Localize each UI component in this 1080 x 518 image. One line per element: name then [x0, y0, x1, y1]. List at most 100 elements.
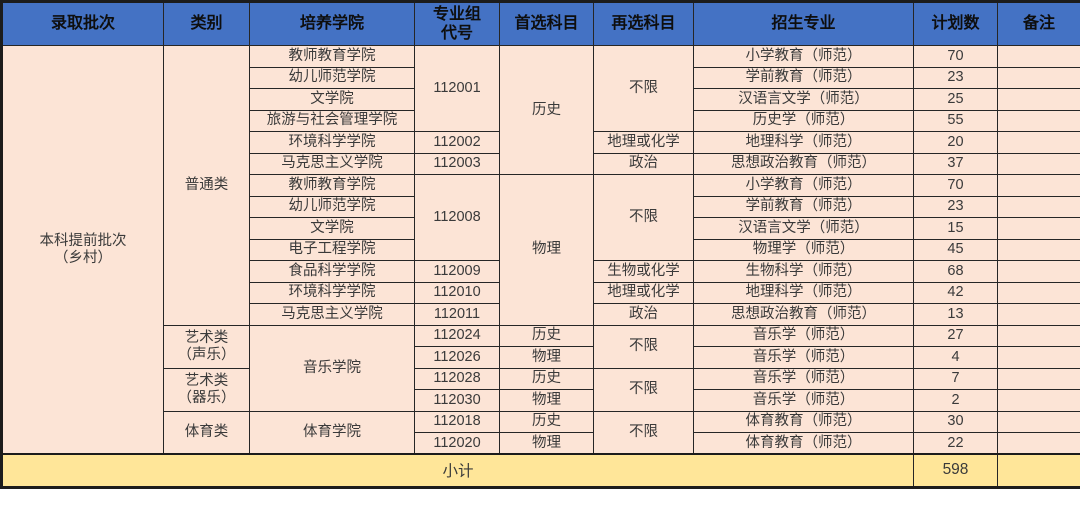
cell-note [997, 174, 1080, 197]
cell-code: 112001 [414, 45, 500, 132]
cell-plan: 30 [913, 410, 998, 433]
col-header-second-subject: 再选科目 [593, 1, 694, 46]
cell-second-subject: 不限 [593, 410, 694, 455]
cell-college: 食品科学学院 [249, 260, 415, 283]
col-header-college: 培养学院 [249, 1, 415, 46]
subtotal-row: 小计 598 [1, 453, 1080, 488]
cell-category: 艺术类 （声乐） [163, 324, 250, 369]
cell-note [997, 260, 1080, 283]
cell-college: 幼儿师范学院 [249, 195, 415, 218]
cell-note [997, 152, 1080, 175]
cell-plan: 13 [913, 303, 998, 326]
cell-major: 地理科学（师范） [693, 281, 914, 304]
cell-code: 112024 [414, 324, 500, 347]
table-row: 艺术类 （声乐） 音乐学院 112024 历史 不限 音乐学（师范） 27 [2, 324, 1080, 412]
cell-college: 体育学院 [249, 410, 415, 455]
cell-note [997, 324, 1080, 347]
cell-college: 电子工程学院 [249, 238, 415, 261]
cell-first-subject: 物理 [499, 346, 594, 369]
cell-major: 历史学（师范） [693, 109, 914, 132]
table-row: 环境科学学院 112010 地理或化学 地理科学（师范） 42 [2, 281, 1080, 304]
cell-plan: 45 [913, 238, 998, 261]
table-row: 食品科学学院 112009 生物或化学 生物科学（师范） 68 [2, 260, 1080, 283]
table-row: 旅游与社会管理学院 历史学（师范） 55 [2, 109, 1080, 132]
cell-code: 112009 [414, 260, 500, 283]
cell-second-subject: 生物或化学 [593, 260, 694, 283]
cell-major: 汉语言文学（师范） [693, 217, 914, 240]
cell-college: 音乐学院 [249, 324, 415, 412]
cell-note [997, 109, 1080, 132]
cell-major: 思想政治教育（师范） [693, 152, 914, 175]
cell-college: 旅游与社会管理学院 [249, 109, 415, 132]
cell-batch: 本科提前批次 （乡村） [1, 45, 164, 455]
cell-college: 教师教育学院 [249, 174, 415, 197]
cell-code: 112020 [414, 432, 500, 455]
cell-plan: 55 [913, 109, 998, 132]
table-row: 环境科学学院 112002 地理或化学 地理科学（师范） 20 [2, 131, 1080, 154]
cell-note [997, 238, 1080, 261]
cell-note [997, 88, 1080, 111]
cell-major: 汉语言文学（师范） [693, 88, 914, 111]
subtotal-note [997, 453, 1080, 488]
cell-plan: 23 [913, 66, 998, 89]
cell-note [997, 346, 1080, 369]
table-row: 幼儿师范学院 学前教育（师范） 23 [2, 66, 1080, 89]
cell-college: 环境科学学院 [249, 281, 415, 304]
cell-major: 生物科学（师范） [693, 260, 914, 283]
cell-code: 112028 [414, 367, 500, 390]
cell-second-subject: 政治 [593, 152, 694, 175]
cell-second-subject: 不限 [593, 45, 694, 132]
cell-major: 学前教育（师范） [693, 195, 914, 218]
cell-first-subject: 历史 [499, 324, 594, 347]
col-header-major: 招生专业 [693, 1, 914, 46]
cell-major: 小学教育（师范） [693, 45, 914, 68]
col-header-note: 备注 [997, 1, 1080, 46]
cell-first-subject: 历史 [499, 367, 594, 390]
cell-code: 112008 [414, 174, 500, 261]
table-row: 112020 物理 体育教育（师范） 22 [2, 432, 1080, 455]
table-body: 本科提前批次 （乡村） 普通类 教师教育学院 112001 历史 不限 小学教育（师范） 70… [1, 45, 1080, 455]
cell-note [997, 389, 1080, 412]
col-header-category: 类别 [163, 1, 250, 46]
cell-plan: 2 [913, 389, 998, 412]
cell-major: 音乐学（师范） [693, 367, 914, 390]
header-row: 录取批次 类别 培养学院 专业组 代号 首选科目 再选科目 招生专业 计划数 备注 [1, 1, 1080, 46]
cell-second-subject: 地理或化学 [593, 281, 694, 304]
cell-code: 112010 [414, 281, 500, 304]
cell-note [997, 410, 1080, 433]
cell-college: 马克思主义学院 [249, 152, 415, 175]
col-header-code: 专业组 代号 [414, 1, 500, 46]
cell-college: 马克思主义学院 [249, 303, 415, 326]
cell-major: 体育教育（师范） [693, 432, 914, 455]
cell-first-subject: 物理 [499, 174, 594, 326]
cell-major: 音乐学（师范） [693, 389, 914, 412]
cell-major: 物理学（师范） [693, 238, 914, 261]
cell-second-subject: 政治 [593, 303, 694, 326]
cell-college: 幼儿师范学院 [249, 66, 415, 89]
cell-note [997, 432, 1080, 455]
cell-plan: 25 [913, 88, 998, 111]
cell-note [997, 131, 1080, 154]
cell-plan: 37 [913, 152, 998, 175]
cell-second-subject: 地理或化学 [593, 131, 694, 154]
table-row: 马克思主义学院 112003 政治 思想政治教育（师范） 37 [2, 152, 1080, 175]
col-header-first-subject: 首选科目 [499, 1, 594, 46]
cell-plan: 70 [913, 45, 998, 68]
cell-plan: 20 [913, 131, 998, 154]
cell-college: 文学院 [249, 88, 415, 111]
cell-plan: 68 [913, 260, 998, 283]
cell-major: 音乐学（师范） [693, 346, 914, 369]
cell-major: 体育教育（师范） [693, 410, 914, 433]
cell-note [997, 367, 1080, 390]
subtotal-total: 598 [913, 453, 998, 488]
cell-first-subject: 物理 [499, 432, 594, 455]
cell-college: 环境科学学院 [249, 131, 415, 154]
col-header-plan: 计划数 [913, 1, 998, 46]
table-row: 马克思主义学院 112011 政治 思想政治教育（师范） 13 [2, 303, 1080, 326]
cell-category: 普通类 [163, 45, 250, 326]
cell-code: 112018 [414, 410, 500, 433]
cell-category: 艺术类 （器乐） [163, 367, 250, 412]
table-row: 艺术类 （器乐） 112028 历史 不限 音乐学（师范） 7 [2, 367, 1080, 412]
cell-code: 112011 [414, 303, 500, 326]
col-header-batch: 录取批次 [1, 1, 164, 46]
